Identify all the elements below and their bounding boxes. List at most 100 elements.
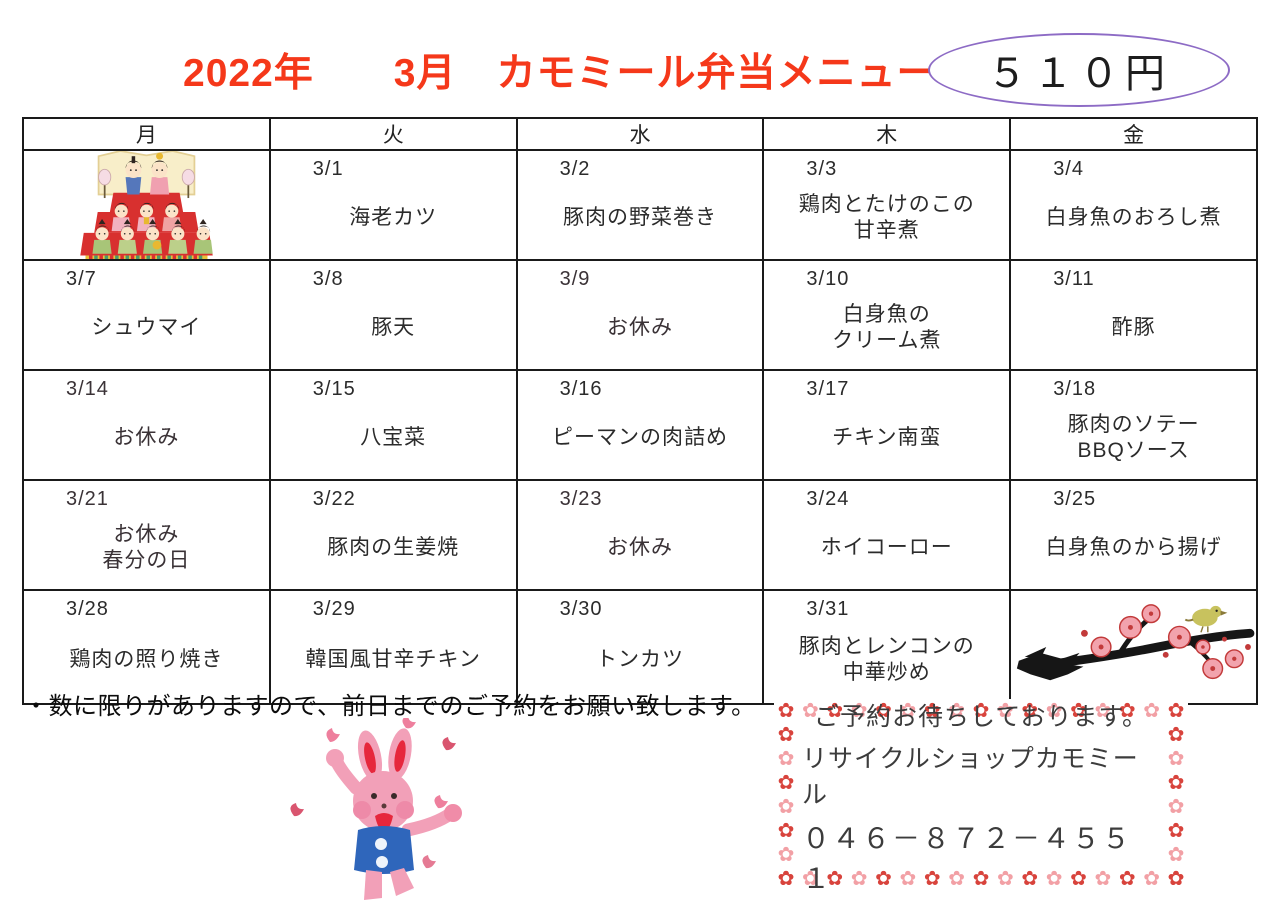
plum-flower-icon: ✿	[996, 868, 1014, 890]
calendar-cell: 3/11 酢豚	[1009, 259, 1258, 371]
cell-menu: 鶏肉の照り焼き	[69, 647, 224, 671]
calendar-cell-closed: 3/23 お休み	[515, 479, 765, 591]
flower-border-bottom: ✿ ✿ ✿ ✿ ✿ ✿ ✿ ✿ ✿ ✿ ✿ ✿ ✿ ✿ ✿ ✿ ✿	[774, 867, 1188, 891]
cell-menu: 海老カツ	[349, 205, 438, 229]
plum-flower-icon: ✿	[1045, 868, 1063, 890]
cell-menu: 白身魚のおろし煮	[1045, 205, 1222, 229]
calendar-body: 3/1 海老カツ 3/2 豚肉の野菜巻き 3/3 鶏肉とたけのこの 甘辛煮 3/4 白身魚のおろ…	[22, 149, 1258, 705]
calendar-cell: 3/17 チキン南蛮	[762, 369, 1012, 481]
cell-date: 3/8	[312, 268, 344, 290]
cell-menu: お休み	[606, 535, 673, 559]
plum-flower-icon: ✿	[777, 868, 795, 890]
calendar-cell: 3/25 白身魚のから揚げ	[1009, 479, 1258, 591]
page-title: 2022年 3月 カモミール弁当メニュー	[183, 52, 937, 95]
cell-date: 3/9	[559, 268, 591, 290]
price-badge: ５１０円	[928, 33, 1230, 107]
plum-flower-icon: ✿	[850, 700, 868, 722]
cell-menu: 豚肉とレンコンの 中華炒め	[798, 634, 975, 684]
flower-border-left: ✿ ✿ ✿ ✿ ✿ ✿ ✿	[774, 723, 798, 890]
plum-flower-icon: ✿	[1167, 772, 1185, 794]
cell-date: 3/1	[312, 158, 344, 180]
menu-calendar: 月火水木金	[22, 117, 1258, 705]
plum-flower-icon: ✿	[1021, 868, 1039, 890]
plum-flower-icon: ✿	[777, 724, 795, 746]
calendar-cell: 3/15 八宝菜	[268, 369, 518, 481]
calendar-cell: 3/7 シュウマイ	[22, 259, 271, 371]
calendar-cell: 3/29 韓国風甘辛チキン	[268, 589, 518, 705]
cell-date: 3/23	[559, 488, 603, 510]
plum-flower-icon: ✿	[1167, 820, 1185, 842]
flower-border-right: ✿ ✿ ✿ ✿ ✿ ✿ ✿	[1164, 723, 1188, 890]
cell-date: 3/24	[806, 488, 850, 510]
cell-menu: 豚肉の生姜焼	[327, 535, 460, 559]
calendar-cell: 3/24 ホイコーロー	[762, 479, 1012, 591]
plum-flower-icon: ✿	[777, 700, 795, 722]
weekday-header: 水	[515, 117, 765, 151]
plum-flower-icon: ✿	[850, 868, 868, 890]
calendar-cell-closed: 3/21 お休み 春分の日	[22, 479, 271, 591]
cell-menu: 韓国風甘辛チキン	[305, 647, 481, 671]
hina-dolls-illustration	[25, 152, 268, 258]
plum-flower-icon: ✿	[801, 868, 819, 890]
calendar-week-row: 3/21 お休み 春分の日 3/22 豚肉の生姜焼 3/23 お休み 3/24 ホイコーロー 3/…	[22, 479, 1258, 591]
plum-flower-icon: ✿	[1094, 700, 1112, 722]
plum-branch-illustration	[1012, 592, 1255, 702]
cell-menu: トンカツ	[595, 647, 684, 671]
flower-border-top: ✿ ✿ ✿ ✿ ✿ ✿ ✿ ✿ ✿ ✿ ✿ ✿ ✿ ✿ ✿ ✿ ✿	[774, 699, 1188, 723]
calendar-week-row: 3/14 お休み 3/15 八宝菜 3/16 ピーマンの肉詰め 3/17 チキン南蛮 3/18 豚…	[22, 369, 1258, 481]
calendar-cell: 3/31 豚肉とレンコンの 中華炒め	[762, 589, 1012, 705]
cell-menu: 白身魚のから揚げ	[1045, 535, 1222, 559]
calendar-cell: 3/10 白身魚の クリーム煮	[762, 259, 1012, 371]
calendar-cell: 3/2 豚肉の野菜巻き	[515, 149, 765, 261]
plum-flower-icon: ✿	[826, 700, 844, 722]
calendar-cell: 3/28 鶏肉の照り焼き	[22, 589, 271, 705]
plum-flower-icon: ✿	[777, 844, 795, 866]
plum-flower-icon: ✿	[777, 868, 795, 890]
weekday-header: 火	[268, 117, 518, 151]
calendar-cell: 3/8 豚天	[268, 259, 518, 371]
price-text: ５１０円	[987, 52, 1171, 96]
cell-menu: お休み 春分の日	[102, 522, 191, 572]
cell-menu: 白身魚の クリーム煮	[832, 302, 942, 352]
plum-flower-icon: ✿	[777, 772, 795, 794]
cell-menu: お休み	[113, 425, 180, 449]
cell-date: 3/3	[806, 158, 838, 180]
plum-flower-icon: ✿	[948, 700, 965, 722]
cell-date: 3/11	[1053, 268, 1095, 290]
calendar-week-row: 3/7 シュウマイ 3/8 豚天 3/9 お休み 3/10 白身魚の クリーム煮 3/11 酢豚	[22, 259, 1258, 371]
calendar-cell: 3/22 豚肉の生姜焼	[268, 479, 518, 591]
plum-flower-icon: ✿	[1143, 868, 1160, 890]
cell-date: 3/21	[66, 488, 109, 510]
contact-box: ✿ ✿ ✿ ✿ ✿ ✿ ✿ ✿ ✿ ✿ ✿ ✿ ✿ ✿ ✿ ✿ ✿ ✿ ✿ ✿ ✿ ✿ ✿ ✿ ✿ ✿ ✿ ✿ ✿ ✿ ✿ ✿ ✿ ✿ ✿ ✿ ✿ ✿…	[774, 699, 1188, 894]
plum-flower-icon: ✿	[996, 700, 1014, 722]
cell-date: 3/31	[806, 598, 850, 620]
cell-date: 3/7	[66, 268, 97, 290]
cell-date: 3/22	[312, 488, 356, 510]
cell-date: 3/16	[559, 378, 603, 400]
plum-flower-icon: ✿	[1167, 748, 1185, 770]
cell-menu: 鶏肉とたけのこの 甘辛煮	[798, 192, 975, 242]
cell-date: 3/14	[66, 378, 109, 400]
plum-flower-icon: ✿	[1094, 868, 1112, 890]
cell-date: 3/4	[1053, 158, 1084, 180]
plum-flower-icon: ✿	[1143, 700, 1160, 722]
plum-flower-icon: ✿	[1118, 700, 1136, 722]
weekday-header: 木	[762, 117, 1012, 151]
calendar-week-row: 3/28 鶏肉の照り焼き 3/29 韓国風甘辛チキン 3/30 トンカツ 3/31 豚肉とレン…	[22, 589, 1258, 705]
plum-flower-icon: ✿	[777, 820, 795, 842]
cell-menu: 豚肉の野菜巻き	[562, 205, 717, 229]
plum-flower-icon: ✿	[1167, 868, 1185, 890]
cell-date: 3/10	[806, 268, 850, 290]
petal-icons	[290, 716, 456, 869]
plum-flower-icon: ✿	[875, 868, 892, 890]
plum-flower-icon: ✿	[972, 700, 990, 722]
cell-menu: 酢豚	[1111, 315, 1156, 339]
cell-menu: 豚肉のソテー BBQソース	[1067, 412, 1200, 462]
cell-date: 3/25	[1053, 488, 1097, 510]
plum-flower-icon: ✿	[1167, 724, 1185, 746]
plum-flower-icon: ✿	[1167, 844, 1185, 866]
calendar-cell-illustration	[1009, 589, 1258, 705]
cell-menu: シュウマイ	[91, 315, 202, 339]
plum-flower-icon: ✿	[801, 700, 819, 722]
cell-menu: お休み	[606, 315, 673, 339]
